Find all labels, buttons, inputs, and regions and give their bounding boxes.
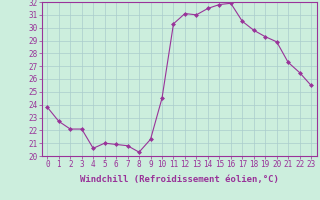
X-axis label: Windchill (Refroidissement éolien,°C): Windchill (Refroidissement éolien,°C) — [80, 175, 279, 184]
